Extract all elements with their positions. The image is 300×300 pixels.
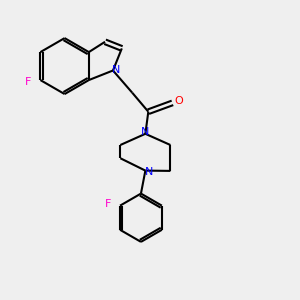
Text: F: F <box>104 199 111 209</box>
Text: F: F <box>25 76 31 86</box>
Text: N: N <box>141 127 150 137</box>
Text: N: N <box>112 65 121 76</box>
Text: N: N <box>145 167 153 177</box>
Text: O: O <box>174 96 183 106</box>
